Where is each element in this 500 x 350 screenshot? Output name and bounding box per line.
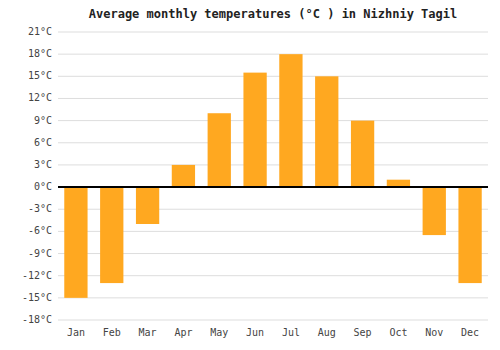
x-tick-label: Oct	[389, 327, 407, 338]
y-axis: -18°C -15°C -12°C -9°C -6°C -3°C 0°C 3°C 6°C 9°C 1…	[22, 26, 52, 325]
y-tick-label: 6°C	[34, 137, 52, 148]
x-tick-label: Sep	[354, 327, 372, 338]
x-tick-label: May	[210, 327, 228, 338]
grid-line	[58, 32, 488, 33]
chart: -18°C -15°C -12°C -9°C -6°C -3°C 0°C 3°C 6°C 9°C 1…	[0, 0, 500, 350]
grid-line	[58, 320, 488, 321]
grid-line	[58, 54, 488, 55]
y-tick-label: 18°C	[28, 48, 52, 59]
y-tick-label: -15°C	[22, 292, 52, 303]
grid	[58, 32, 488, 320]
x-axis: Jan Feb Mar Apr May Jun Jul Aug Sep Oct Nov Dec	[67, 327, 479, 338]
x-tick-label: Apr	[174, 327, 192, 338]
x-tick-label: Mar	[139, 327, 157, 338]
bar	[458, 187, 481, 283]
grid-line	[58, 120, 488, 121]
y-tick-label: 21°C	[28, 26, 52, 37]
y-tick-label: -6°C	[28, 225, 52, 236]
bar	[64, 187, 87, 298]
chart-container: -18°C -15°C -12°C -9°C -6°C -3°C 0°C 3°C 6°C 9°C 1…	[0, 0, 500, 350]
bar	[208, 113, 231, 187]
bar	[423, 187, 446, 235]
x-tick-label: Aug	[318, 327, 336, 338]
y-tick-label: 15°C	[28, 70, 52, 81]
bar	[279, 54, 302, 187]
y-tick-label: 3°C	[34, 159, 52, 170]
y-tick-label: -9°C	[28, 248, 52, 259]
y-tick-label: -18°C	[22, 314, 52, 325]
grid-line	[58, 297, 488, 298]
y-tick-label: 12°C	[28, 92, 52, 103]
x-tick-label: Dec	[461, 327, 479, 338]
x-tick-label: Nov	[425, 327, 443, 338]
x-tick-label: Jun	[246, 327, 264, 338]
y-tick-label: -3°C	[28, 203, 52, 214]
bars	[64, 54, 481, 298]
grid-line	[58, 187, 488, 188]
y-tick-label: 0°C	[34, 181, 52, 192]
grid-line	[58, 164, 488, 165]
x-tick-label: Feb	[103, 327, 121, 338]
bar	[351, 121, 374, 187]
bar	[136, 187, 159, 224]
bar	[315, 76, 338, 187]
y-tick-label: 9°C	[34, 115, 52, 126]
x-tick-label: Jan	[67, 327, 85, 338]
grid-line	[58, 98, 488, 99]
bar	[172, 165, 195, 187]
zero-line	[58, 186, 488, 188]
grid-line	[58, 76, 488, 77]
bar	[243, 73, 266, 187]
title: Average monthly temperatures (°C ) in Ni…	[89, 7, 457, 21]
y-tick-label: -12°C	[22, 270, 52, 281]
bar	[387, 180, 410, 187]
bar	[100, 187, 123, 283]
grid-line	[58, 142, 488, 143]
x-tick-label: Jul	[282, 327, 300, 338]
